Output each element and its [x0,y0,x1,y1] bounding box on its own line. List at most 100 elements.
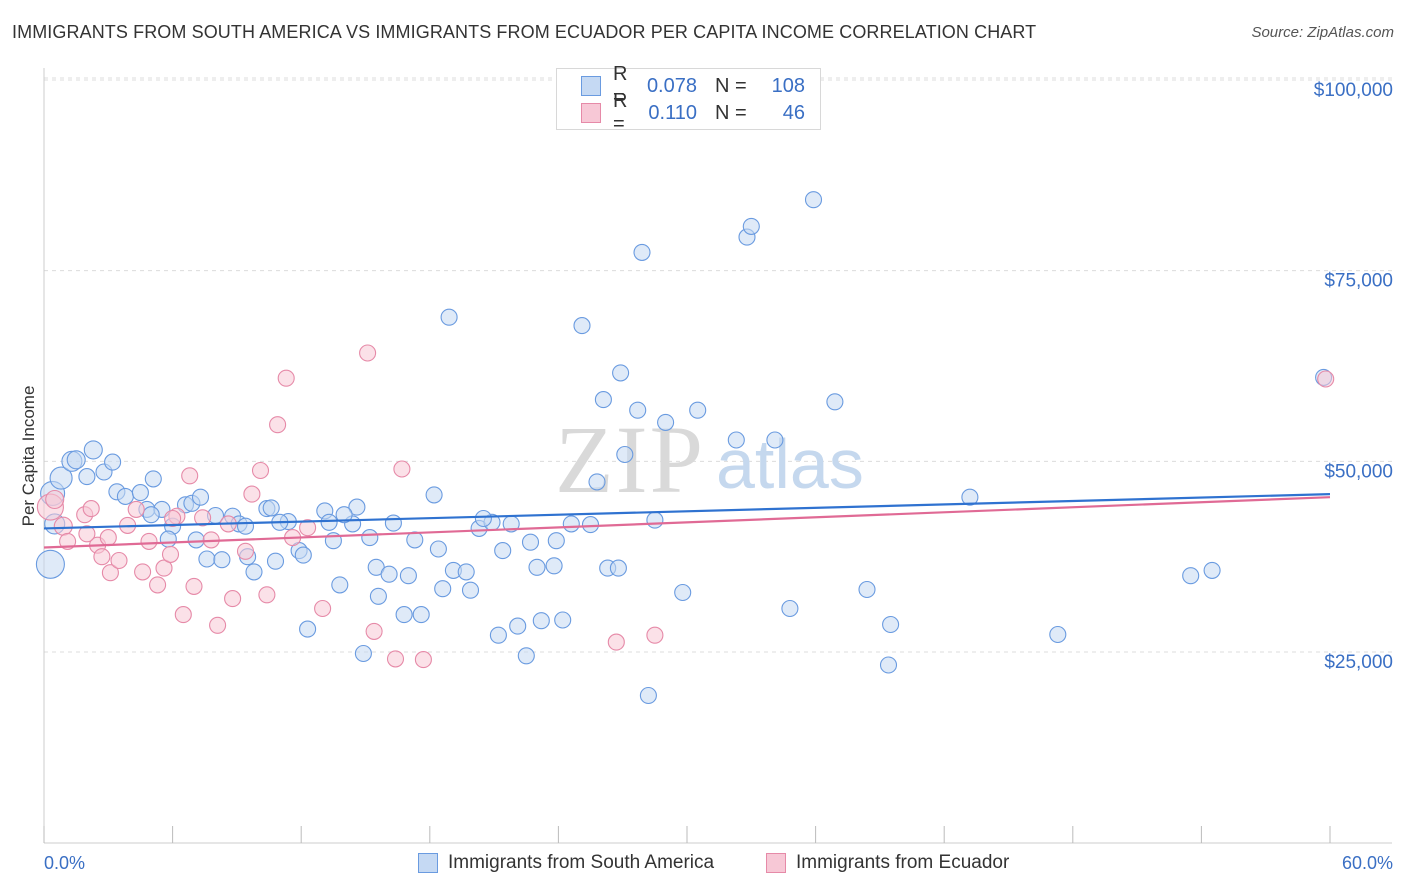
y-tick-label: $100,000 [1314,80,1393,101]
ecuador-point [149,576,167,594]
y-tick-label: $50,000 [1324,461,1393,482]
ecuador-point [127,500,145,518]
south-america-point [882,615,900,634]
source-label: Source: ZipAtlas.com [1251,24,1394,41]
ecuador-point [243,485,261,503]
south-america-point [434,580,452,598]
ecuador-point [155,559,173,577]
ecuador-point [359,344,377,362]
south-america-point [961,488,979,506]
south-america-point [674,583,692,602]
y-tick-label: $75,000 [1324,271,1393,292]
chart-title: IMMIGRANTS FROM SOUTH AMERICA VS IMMIGRA… [12,22,1037,42]
south-america-point [517,647,535,665]
south-america-point [646,511,664,529]
ecuador-point [299,519,317,537]
trend-line-ecuador [43,496,1331,549]
south-america-point [406,531,424,549]
ecuador-point [110,551,128,570]
south-america-point [494,542,512,560]
south-america-point [294,546,312,564]
south-america-point [826,393,844,411]
ecuador-point [224,590,242,608]
south-america-point [858,580,876,599]
south-america-point [66,450,86,470]
south-america-point [331,576,349,594]
south-america-point [528,558,546,576]
ecuador-point [386,650,405,668]
south-america-point [262,499,280,517]
south-america-point [159,530,177,548]
y-tick-label: $25,000 [1324,652,1393,673]
ecuador-point [99,529,117,547]
south-america-point [461,581,480,599]
south-america-point [532,612,550,630]
south-america-point [131,484,149,502]
ecuador-point [174,606,192,624]
south-america-point [545,557,563,575]
south-america-point [245,563,263,581]
ecuador-point [209,616,227,634]
trend-line-south-america [43,493,1331,530]
south-america-point [35,549,65,579]
ecuador-point [314,599,332,618]
south-america-point [612,364,630,382]
ecuador-point [140,532,158,550]
south-america-point [554,611,572,629]
legend-label-south-america: Immigrants from South America [448,852,715,873]
n-label: N = [715,74,747,97]
ecuador-point [181,467,199,485]
legend-item-ecuador[interactable]: Immigrants from Ecuador [766,852,1009,874]
n-label: N = [715,101,747,124]
stats-row-south-america: R = 0.078 N = 108 [557,63,805,108]
south-america-point [369,587,387,605]
south-america-point [639,686,657,705]
south-america-point [440,308,458,326]
south-america-point [521,533,540,551]
ecuador-point [164,509,182,528]
ecuador-point [277,369,295,387]
legend-item-south-america[interactable]: Immigrants from South America [418,852,714,874]
n-value: 108 [771,74,805,97]
r-label: R = [613,63,628,108]
south-america-point [213,551,231,569]
south-america-point [104,453,122,471]
ecuador-point [1317,370,1335,388]
ecuador-point [101,564,119,582]
south-america-point [116,487,134,505]
ecuador-point [82,500,100,518]
south-america-point [380,565,398,583]
ecuador-point [269,416,287,434]
ecuador-point [161,545,180,563]
south-america-point [320,513,338,531]
ecuador-point [414,651,432,669]
south-america-point [395,606,413,624]
south-america-point [335,506,353,524]
ecuador-point [393,460,411,478]
south-america-point [742,217,760,235]
south-america-point [142,506,160,524]
south-america-point [83,440,103,460]
south-america-point [384,514,402,532]
series-ecuador [36,344,1335,669]
south-america-point [489,626,507,644]
south-america-point [633,243,651,261]
ecuador-point [251,461,270,480]
ecuador-point [646,626,664,644]
south-america-point [766,431,784,449]
ecuador-point [258,586,276,604]
x-tick-label-right: 60.0% [1342,853,1393,873]
south-america-point [609,559,627,577]
south-america-point [425,486,443,504]
ecuador-point [365,622,383,640]
ecuador-point [134,563,152,581]
ecuador-legend-swatch [766,853,786,873]
south-america-point [629,401,647,419]
south-america-point [299,620,317,638]
ecuador-swatch [581,103,601,123]
south-america-point [689,401,707,419]
ecuador-point [93,548,111,566]
south-america-point [879,656,898,674]
watermark: ZIP atlas [555,406,864,513]
south-america-point [266,552,285,570]
